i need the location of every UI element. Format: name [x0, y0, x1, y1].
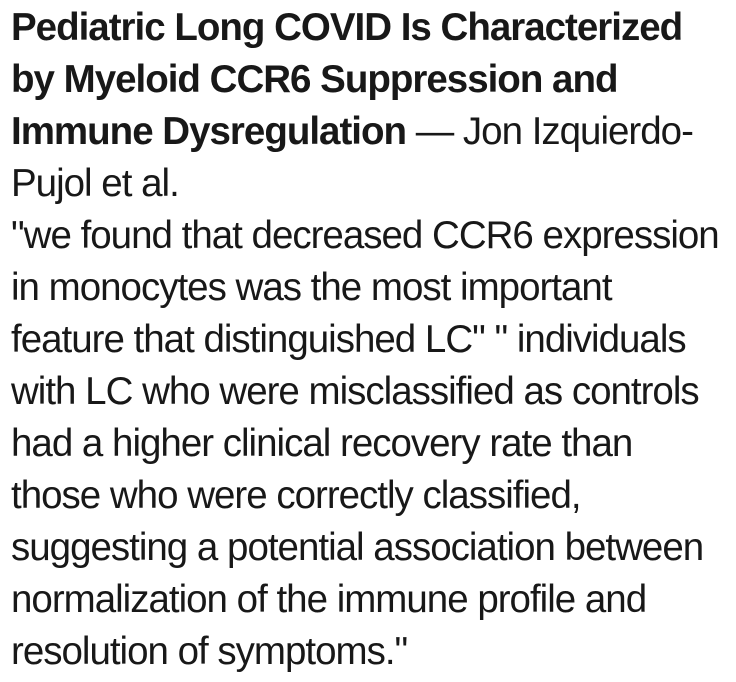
- byline-authors: — Jon Izquierdo-Pujol et al.: [11, 110, 694, 205]
- quote-text: "we found that decreased CCR6 expression…: [11, 214, 720, 673]
- paper-title: Pediatric Long COVID Is Characterized by…: [11, 6, 683, 153]
- article-excerpt: Pediatric Long COVID Is Characterized by…: [11, 2, 723, 678]
